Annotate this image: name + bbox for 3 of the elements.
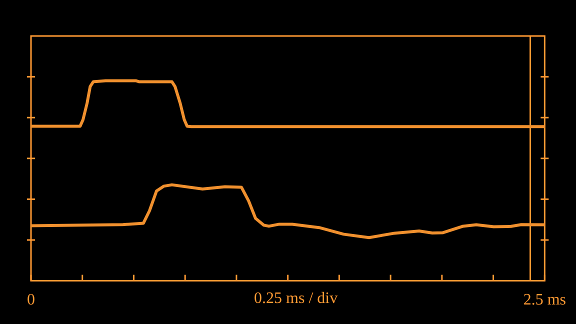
x-axis-title: 0.25 ms / div bbox=[254, 290, 338, 308]
x-tick-label: 2.5 ms bbox=[523, 292, 566, 309]
x-tick-label: 0 bbox=[27, 292, 35, 309]
